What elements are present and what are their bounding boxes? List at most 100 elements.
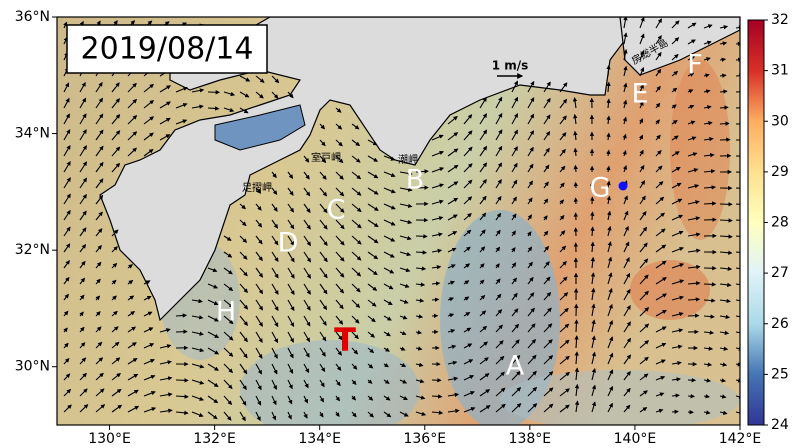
- current-arrow: [399, 395, 408, 401]
- current-arrow: [127, 358, 138, 365]
- current-arrow: [671, 377, 681, 382]
- current-arrow: [495, 355, 505, 365]
- current-arrow: [271, 379, 277, 390]
- current-arrow: [623, 257, 630, 269]
- current-arrow: [79, 193, 87, 205]
- current-arrow: [335, 331, 343, 341]
- current-arrow: [463, 280, 470, 285]
- current-arrow: [303, 251, 311, 263]
- current-arrow: [239, 283, 248, 294]
- current-arrow: [719, 121, 730, 126]
- current-arrow: [239, 219, 247, 227]
- current-arrow: [622, 133, 627, 141]
- current-arrow: [735, 251, 740, 254]
- current-arrow: [735, 346, 740, 351]
- current-arrow: [127, 373, 139, 381]
- current-arrow: [447, 181, 459, 189]
- current-arrow: [463, 391, 475, 397]
- current-arrow: [463, 359, 474, 365]
- current-arrow: [95, 404, 106, 413]
- current-arrow: [95, 145, 104, 157]
- current-arrow: [207, 283, 219, 289]
- current-arrow: [303, 347, 310, 358]
- marker-label: F: [687, 50, 703, 81]
- colorbar-tick-label: 31: [771, 63, 789, 79]
- current-arrow: [287, 283, 295, 296]
- current-arrow: [447, 408, 460, 414]
- current-arrow: [207, 411, 218, 420]
- current-arrow: [638, 134, 644, 141]
- current-arrow: [95, 278, 101, 285]
- current-arrow: [367, 235, 379, 244]
- current-arrow: [447, 297, 455, 302]
- current-arrow: [351, 235, 362, 245]
- current-arrow: [527, 180, 533, 189]
- current-arrow: [719, 330, 730, 335]
- current-arrow: [367, 219, 379, 228]
- current-arrow: [527, 130, 534, 141]
- current-arrow: [383, 235, 396, 242]
- current-arrow: [463, 114, 473, 125]
- current-arrow: [495, 112, 503, 125]
- current-arrow: [559, 82, 568, 93]
- current-arrow: [159, 134, 171, 141]
- current-arrow: [719, 41, 728, 46]
- current-arrow: [735, 41, 740, 46]
- current-arrow: [607, 402, 613, 413]
- current-arrow: [111, 114, 121, 125]
- current-arrow: [95, 129, 104, 141]
- current-arrow: [479, 405, 491, 413]
- current-arrow: [431, 183, 445, 189]
- current-arrow: [463, 246, 471, 253]
- current-arrow: [703, 201, 717, 206]
- current-arrow: [671, 37, 680, 45]
- current-arrow: [319, 411, 324, 418]
- current-arrow: [655, 150, 662, 157]
- current-arrow: [367, 171, 379, 179]
- current-arrow: [287, 91, 294, 99]
- current-arrow: [543, 371, 554, 381]
- current-arrow: [63, 209, 71, 221]
- current-arrow: [735, 235, 740, 237]
- current-arrow: [271, 171, 277, 179]
- current-arrow: [127, 147, 137, 157]
- current-arrow: [111, 162, 121, 173]
- current-arrow: [79, 404, 89, 413]
- current-arrow: [303, 395, 309, 404]
- current-arrow: [655, 196, 665, 205]
- current-arrow: [383, 379, 390, 384]
- current-arrow: [303, 315, 311, 327]
- current-arrow: [207, 331, 220, 339]
- current-arrow: [63, 160, 71, 173]
- current-arrow: [271, 187, 278, 196]
- cold-water: [240, 340, 420, 425]
- current-arrow: [655, 165, 663, 173]
- current-arrow: [703, 394, 710, 399]
- current-arrow: [399, 283, 410, 288]
- current-arrow: [79, 81, 86, 93]
- colorbar-tick-label: 27: [771, 265, 789, 281]
- x-tick-label: 140°E: [614, 431, 657, 447]
- current-arrow: [671, 230, 684, 237]
- current-arrow: [687, 72, 695, 77]
- current-arrow: [655, 326, 667, 333]
- current-arrow: [111, 229, 119, 237]
- current-arrow: [383, 267, 395, 274]
- current-arrow: [543, 387, 554, 397]
- current-arrow: [63, 293, 69, 301]
- current-arrow: [79, 372, 87, 381]
- current-arrow: [543, 307, 552, 317]
- current-arrow: [687, 120, 696, 125]
- y-tick-label: 32°N: [15, 242, 50, 258]
- warm-water: [670, 60, 730, 240]
- current-arrow: [175, 119, 188, 125]
- current-arrow: [351, 219, 362, 229]
- current-arrow: [399, 362, 407, 367]
- current-arrow: [127, 405, 140, 413]
- current-arrow: [415, 379, 425, 384]
- current-arrow: [527, 97, 535, 109]
- current-arrow: [573, 147, 578, 157]
- current-arrow: [79, 326, 85, 333]
- current-arrow: [639, 307, 650, 317]
- current-arrow: [95, 81, 103, 93]
